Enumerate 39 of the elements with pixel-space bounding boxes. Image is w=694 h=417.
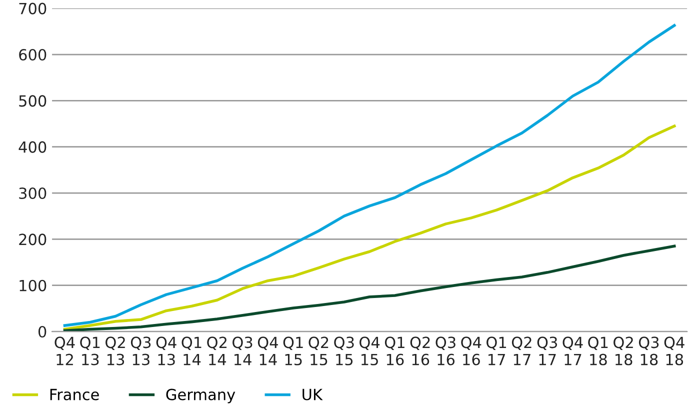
x-tick-label: Q3 17 bbox=[537, 336, 558, 366]
x-tick-label: Q2 15 bbox=[308, 336, 328, 366]
x-tick-label: Q1 17 bbox=[486, 336, 506, 366]
x-tick-label: Q4 18 bbox=[664, 336, 684, 366]
x-tick-label: Q1 14 bbox=[182, 336, 202, 366]
y-tick-label: 700 bbox=[19, 2, 46, 14]
y-tick-label: 600 bbox=[19, 48, 46, 61]
y-tick-label: 100 bbox=[20, 280, 46, 292]
x-tick-label: Q4 16 bbox=[461, 336, 482, 366]
x-tick-label: Q3 14 bbox=[232, 336, 252, 366]
y-tick-label: 300 bbox=[19, 187, 46, 200]
x-tick-label: Q4 13 bbox=[156, 336, 176, 366]
x-tick-label: Q2 14 bbox=[207, 336, 226, 366]
x-tick-label: Q3 13 bbox=[130, 336, 151, 366]
x-tick-label: Q2 17 bbox=[512, 336, 532, 366]
line-series bbox=[63, 244, 676, 332]
x-tick-label: Q1 15 bbox=[283, 336, 303, 366]
x-tick-label: Q2 16 bbox=[410, 336, 430, 366]
x-tick-label: Q1 16 bbox=[384, 336, 404, 366]
line-series bbox=[63, 24, 676, 327]
legend-label: Germany bbox=[166, 388, 236, 404]
y-tick-label: 400 bbox=[18, 141, 46, 153]
x-tick-label: Q3 15 bbox=[334, 336, 354, 366]
line-series bbox=[63, 124, 676, 331]
x-tick-label: Q2 13 bbox=[106, 336, 125, 366]
x-tick-label: Q1 13 bbox=[80, 336, 100, 366]
y-tick-label: 0 bbox=[38, 326, 46, 338]
y-tick-label: 200 bbox=[19, 234, 46, 246]
x-tick-label: Q4 12 bbox=[54, 336, 75, 366]
legend-label: France bbox=[50, 388, 99, 400]
legend-label: UK bbox=[302, 388, 323, 400]
x-tick-label: Q4 17 bbox=[562, 336, 583, 366]
x-tick-label: Q2 18 bbox=[614, 336, 633, 366]
y-tick-label: 500 bbox=[19, 95, 46, 107]
x-tick-label: Q3 18 bbox=[638, 336, 659, 366]
x-tick-label: Q4 14 bbox=[258, 336, 278, 366]
x-tick-label: Q1 18 bbox=[588, 336, 608, 366]
x-tick-label: Q3 16 bbox=[436, 336, 456, 366]
x-tick-label: Q4 15 bbox=[360, 336, 380, 366]
